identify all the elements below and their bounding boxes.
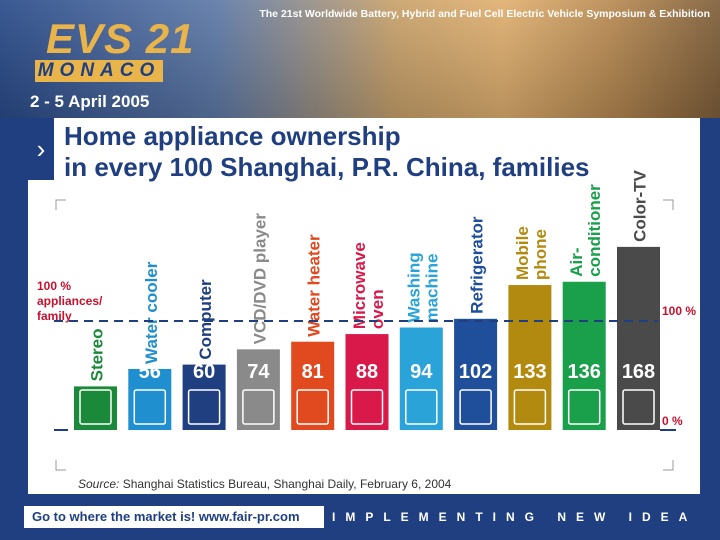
bar-value-label: 60 — [193, 361, 215, 383]
bar — [454, 318, 498, 430]
footer-link[interactable]: Go to where the market is! www.fair-pr.c… — [24, 506, 324, 528]
bar — [508, 285, 552, 430]
category-label: VCD/DVD player — [250, 213, 269, 345]
corner-bracket — [55, 199, 66, 210]
monaco-logo: MONACO — [35, 60, 163, 82]
bar-value-label: 74 — [247, 361, 270, 383]
bar-value-label: 40 — [84, 361, 106, 383]
stereo-icon — [79, 389, 112, 425]
category-label: Microwave — [350, 242, 369, 329]
water-heater-icon — [296, 389, 329, 425]
bar — [562, 281, 606, 430]
symposium-title: The 21st Worldwide Battery, Hybrid and F… — [259, 8, 710, 20]
bar-value-label: 136 — [568, 361, 601, 383]
footer-slogan: IMPLEMENTING NEW IDEAS — [332, 510, 696, 524]
bar-value-label: 81 — [302, 361, 324, 383]
corner-bracket — [55, 460, 66, 471]
category-label: conditioner — [585, 184, 604, 277]
category-label: Air- — [567, 247, 586, 276]
source-text: Shanghai Statistics Bureau, Shanghai Dai… — [122, 477, 452, 491]
bar-value-label: 133 — [513, 361, 546, 383]
bar — [399, 327, 443, 430]
reference-label-left: 100 % — [37, 279, 71, 293]
chart-title: Home appliance ownership in every 100 Sh… — [64, 121, 590, 183]
washing-machine-icon — [405, 389, 438, 425]
bar-value-label: 168 — [622, 361, 655, 383]
source-note: Source: Shanghai Statistics Bureau, Shan… — [78, 477, 451, 491]
computer-icon — [187, 389, 221, 425]
title-line-1: Home appliance ownership — [64, 121, 401, 151]
bar — [291, 341, 335, 430]
category-label: Color-TV — [631, 169, 650, 241]
mobile-phone-icon — [513, 389, 547, 425]
bar — [182, 364, 226, 430]
category-label: Refrigerator — [468, 216, 487, 314]
bar-value-label: 56 — [139, 361, 161, 383]
zero-label: 0 % — [662, 414, 683, 428]
reference-label-right: 100 % — [662, 304, 696, 318]
evs-logo: EVS 21 — [46, 15, 195, 62]
reference-label-left: appliances/ — [37, 294, 103, 308]
dvd-player-icon — [242, 389, 275, 425]
corner-bracket — [663, 460, 674, 471]
category-label: machine — [422, 254, 441, 323]
microwave-icon — [350, 389, 384, 425]
event-dates: 2 - 5 April 2005 — [30, 92, 150, 111]
bar — [345, 334, 389, 430]
title-line-2: in every 100 Shanghai, P.R. China, famil… — [64, 152, 590, 182]
bar — [74, 386, 117, 430]
chevron-right-icon: › — [28, 118, 54, 180]
category-label: Water cooler — [142, 261, 161, 364]
bar-value-label: 94 — [410, 361, 433, 383]
category-label: Washing — [404, 252, 423, 322]
tv-icon — [622, 389, 655, 425]
reference-label-left: family — [37, 309, 72, 323]
category-label: Water heater — [305, 234, 324, 337]
air-conditioner-icon — [567, 389, 601, 425]
category-label: phone — [531, 229, 550, 280]
bar — [128, 368, 172, 430]
category-label: Computer — [196, 279, 215, 360]
category-label: Stereo — [88, 328, 107, 381]
category-label: oven — [368, 289, 387, 329]
bar — [617, 246, 660, 430]
source-label: Source: — [78, 477, 120, 491]
corner-bracket — [663, 199, 674, 210]
header-banner — [0, 0, 720, 118]
category-label: Mobile — [513, 226, 532, 280]
bar-value-label: 102 — [459, 361, 492, 383]
refrigerator-icon — [459, 389, 492, 425]
bar-value-label: 88 — [356, 361, 378, 383]
water-cooler-icon — [133, 389, 167, 425]
